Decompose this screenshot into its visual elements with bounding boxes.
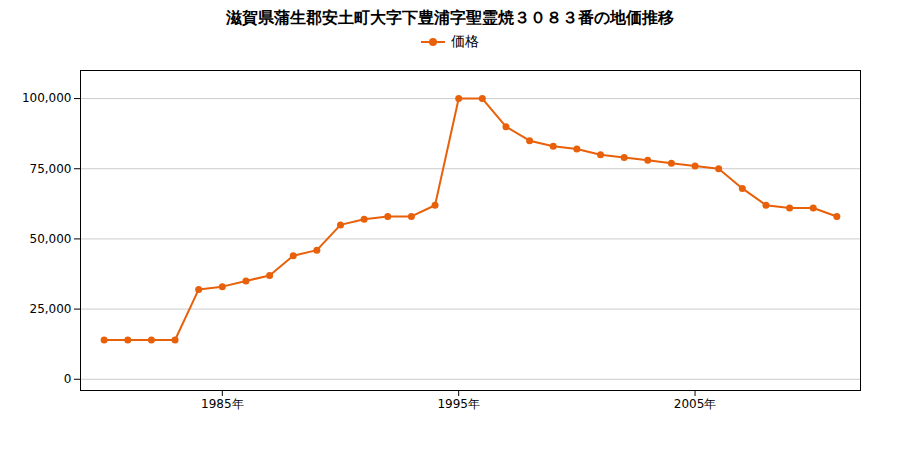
svg-text:25,000: 25,000 xyxy=(30,302,72,316)
svg-text:0: 0 xyxy=(64,372,72,386)
svg-text:1995年: 1995年 xyxy=(437,397,480,411)
svg-text:2005年: 2005年 xyxy=(674,397,717,411)
svg-text:1985年: 1985年 xyxy=(201,397,244,411)
svg-text:100,000: 100,000 xyxy=(22,91,72,105)
svg-text:50,000: 50,000 xyxy=(30,232,72,246)
html-text:価格: 価格 xyxy=(451,33,479,49)
html-text:滋賀県蒲生郡安土町大字下豊浦字聖霊焼３０８３番の地価推移: 滋賀県蒲生郡安土町大字下豊浦字聖霊焼３０８３番の地価推移 xyxy=(226,8,674,27)
svg-text:75,000: 75,000 xyxy=(30,162,72,176)
